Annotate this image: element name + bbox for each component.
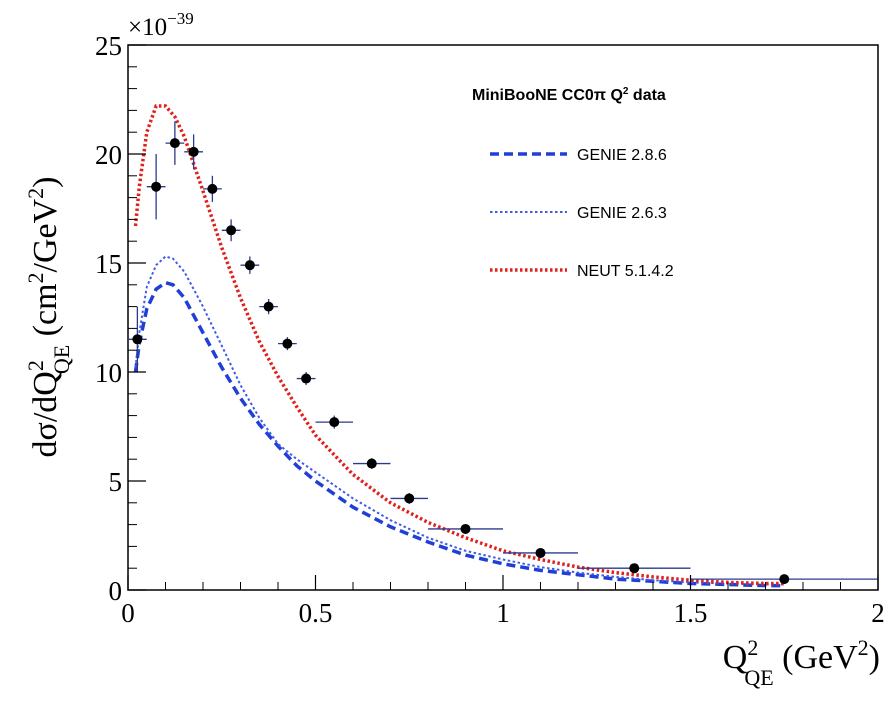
data-point bbox=[428, 523, 503, 534]
data-marker bbox=[263, 301, 274, 312]
x-tick-label: 1.5 bbox=[674, 598, 708, 628]
legend-entry: GENIE 2.6.3 bbox=[490, 205, 667, 222]
data-marker bbox=[244, 260, 255, 271]
x-tick-label: 2 bbox=[871, 598, 885, 628]
y-tick-label: 0 bbox=[109, 576, 123, 606]
data-marker bbox=[404, 493, 415, 504]
y-axis-multiplier: ×10−39 bbox=[128, 9, 194, 41]
data-marker bbox=[301, 373, 312, 384]
data-point bbox=[390, 492, 428, 504]
data-point bbox=[146, 154, 166, 220]
data-point bbox=[578, 563, 691, 574]
y-tick-label: 25 bbox=[95, 31, 122, 61]
data-point bbox=[296, 372, 316, 386]
data-point bbox=[184, 134, 203, 170]
data-point bbox=[240, 256, 260, 274]
series-line-neut bbox=[133, 104, 785, 586]
x-axis-label: Q2 QE (GeV2) bbox=[723, 635, 880, 690]
legend-label: NEUT 5.1.4.2 bbox=[577, 263, 674, 280]
data-marker bbox=[169, 138, 180, 149]
x-tick-label: 0 bbox=[121, 598, 135, 628]
series-layer bbox=[133, 104, 785, 588]
data-point bbox=[353, 458, 391, 470]
data-marker bbox=[366, 458, 377, 469]
data-point bbox=[165, 121, 185, 165]
data-point bbox=[259, 298, 278, 315]
plot-frame bbox=[127, 44, 879, 591]
data-point bbox=[203, 175, 222, 202]
legend: MiniBooNE CC0π Q2 data GENIE 2.8.6 GENIE … bbox=[472, 86, 674, 280]
data-marker bbox=[151, 181, 162, 192]
legend-title: MiniBooNE CC0π Q2 data bbox=[472, 86, 666, 104]
legend-entry: NEUT 5.1.4.2 bbox=[490, 263, 674, 280]
data-marker bbox=[132, 334, 143, 345]
data-marker bbox=[629, 563, 640, 574]
y-axis-label: dσ/dQ2QE (cm2/GeV2) bbox=[23, 177, 74, 458]
data-marker bbox=[207, 183, 218, 194]
y-tick-label: 5 bbox=[109, 467, 123, 497]
data-point bbox=[221, 219, 241, 242]
y-tick-label: 20 bbox=[95, 140, 122, 170]
data-marker bbox=[460, 523, 471, 534]
data-marker bbox=[535, 547, 546, 558]
data-marker bbox=[282, 338, 293, 349]
data-marker bbox=[779, 574, 790, 585]
data-marker bbox=[188, 146, 199, 157]
data-marker bbox=[329, 417, 340, 428]
legend-label: GENIE 2.8.6 bbox=[577, 147, 667, 164]
data-point bbox=[690, 574, 878, 585]
legend-entry: GENIE 2.8.6 bbox=[490, 147, 667, 164]
series-line-genie263 bbox=[134, 255, 785, 586]
x-tick-label: 1 bbox=[496, 598, 510, 628]
data-point bbox=[503, 547, 578, 558]
data-points-layer bbox=[128, 121, 878, 585]
data-point bbox=[278, 337, 297, 351]
data-point bbox=[315, 415, 353, 429]
y-tick-label: 10 bbox=[95, 358, 122, 388]
y-tick-label: 15 bbox=[95, 249, 122, 279]
x-tick-label: 0.5 bbox=[299, 598, 333, 628]
legend-label: GENIE 2.6.3 bbox=[577, 205, 667, 222]
series-line-genie286 bbox=[133, 280, 785, 588]
data-point bbox=[128, 306, 147, 372]
data-marker bbox=[226, 225, 237, 236]
